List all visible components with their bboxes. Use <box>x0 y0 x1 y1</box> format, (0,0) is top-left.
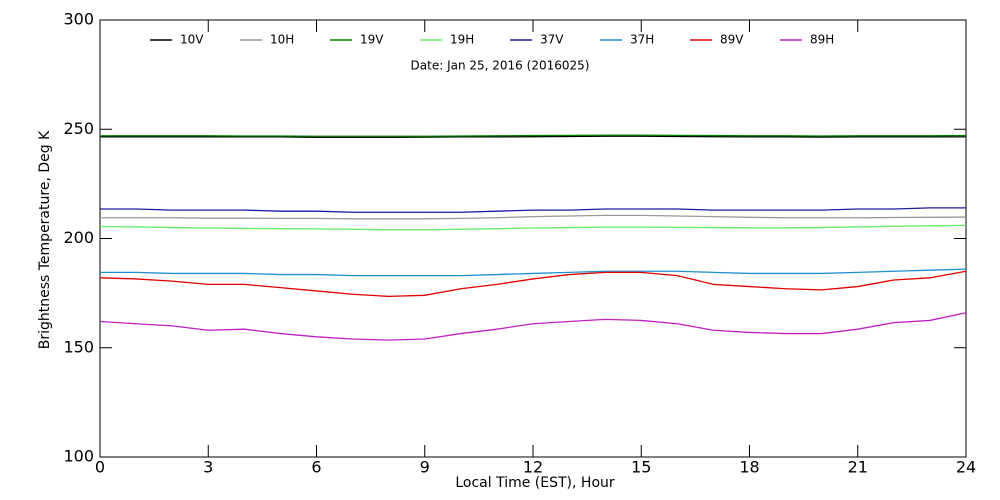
y-axis-label: Brightness Temperature, Deg K <box>37 130 53 349</box>
annotation: Date: Jan 25, 2016 (2016025) <box>411 59 590 73</box>
x-tick-label: 6 <box>311 458 321 477</box>
series-line <box>100 135 966 138</box>
x-tick-label: 18 <box>739 458 759 477</box>
plot-frame <box>99 19 967 458</box>
series-line <box>100 207 966 213</box>
legend-label: 89V <box>720 33 744 47</box>
series-line <box>99 270 967 298</box>
y-tick-label: 100 <box>63 447 94 466</box>
x-tick-label: 9 <box>420 458 430 477</box>
x-tick-label: 21 <box>848 458 868 477</box>
x-tick-label: 0 <box>95 458 105 477</box>
y-tick-label: 200 <box>63 228 94 247</box>
legend-label: 10H <box>270 33 294 47</box>
legend-label: 19H <box>450 33 474 47</box>
series-line <box>99 224 967 231</box>
legend-label: 37V <box>540 33 564 47</box>
legend-label: 89H <box>810 33 834 47</box>
y-tick-label: 250 <box>63 119 94 138</box>
x-axis-label: Local Time (EST), Hour <box>455 475 615 491</box>
series-line <box>99 312 967 341</box>
legend-label: 10V <box>180 33 204 47</box>
series-line <box>100 134 967 137</box>
series-line <box>100 214 967 220</box>
y-tick-label: 150 <box>63 337 94 356</box>
legend-label: 19V <box>360 33 384 47</box>
y-tick-label: 300 <box>63 10 94 29</box>
legend-label: 37H <box>630 33 654 47</box>
x-tick-label: 3 <box>203 458 213 477</box>
x-tick-label: 12 <box>523 458 543 477</box>
series-line <box>100 268 967 277</box>
x-tick-label: 24 <box>956 458 976 477</box>
x-tick-label: 15 <box>631 458 651 477</box>
